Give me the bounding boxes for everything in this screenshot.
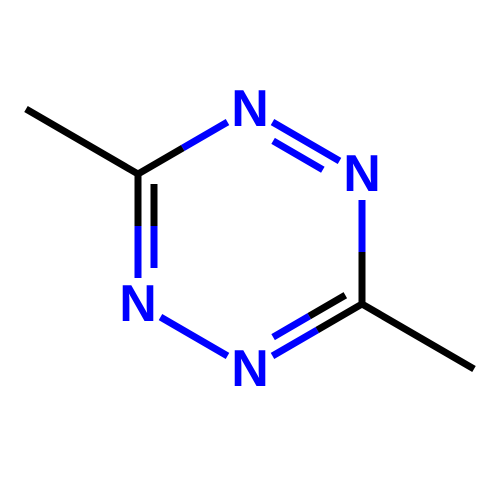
bond-segment [183,122,228,148]
bond-segment [138,148,183,174]
atom-label-n: N [231,80,269,138]
bond-segment [272,122,339,161]
atom-label-n: N [231,340,269,398]
bond-segment [362,304,474,369]
chemical-structure-diagram: N N N N [0,0,500,500]
bond-segment [26,109,138,174]
atom-label-n: N [119,275,157,333]
atom-label-n: N [343,145,381,203]
bond-segment [160,317,227,356]
